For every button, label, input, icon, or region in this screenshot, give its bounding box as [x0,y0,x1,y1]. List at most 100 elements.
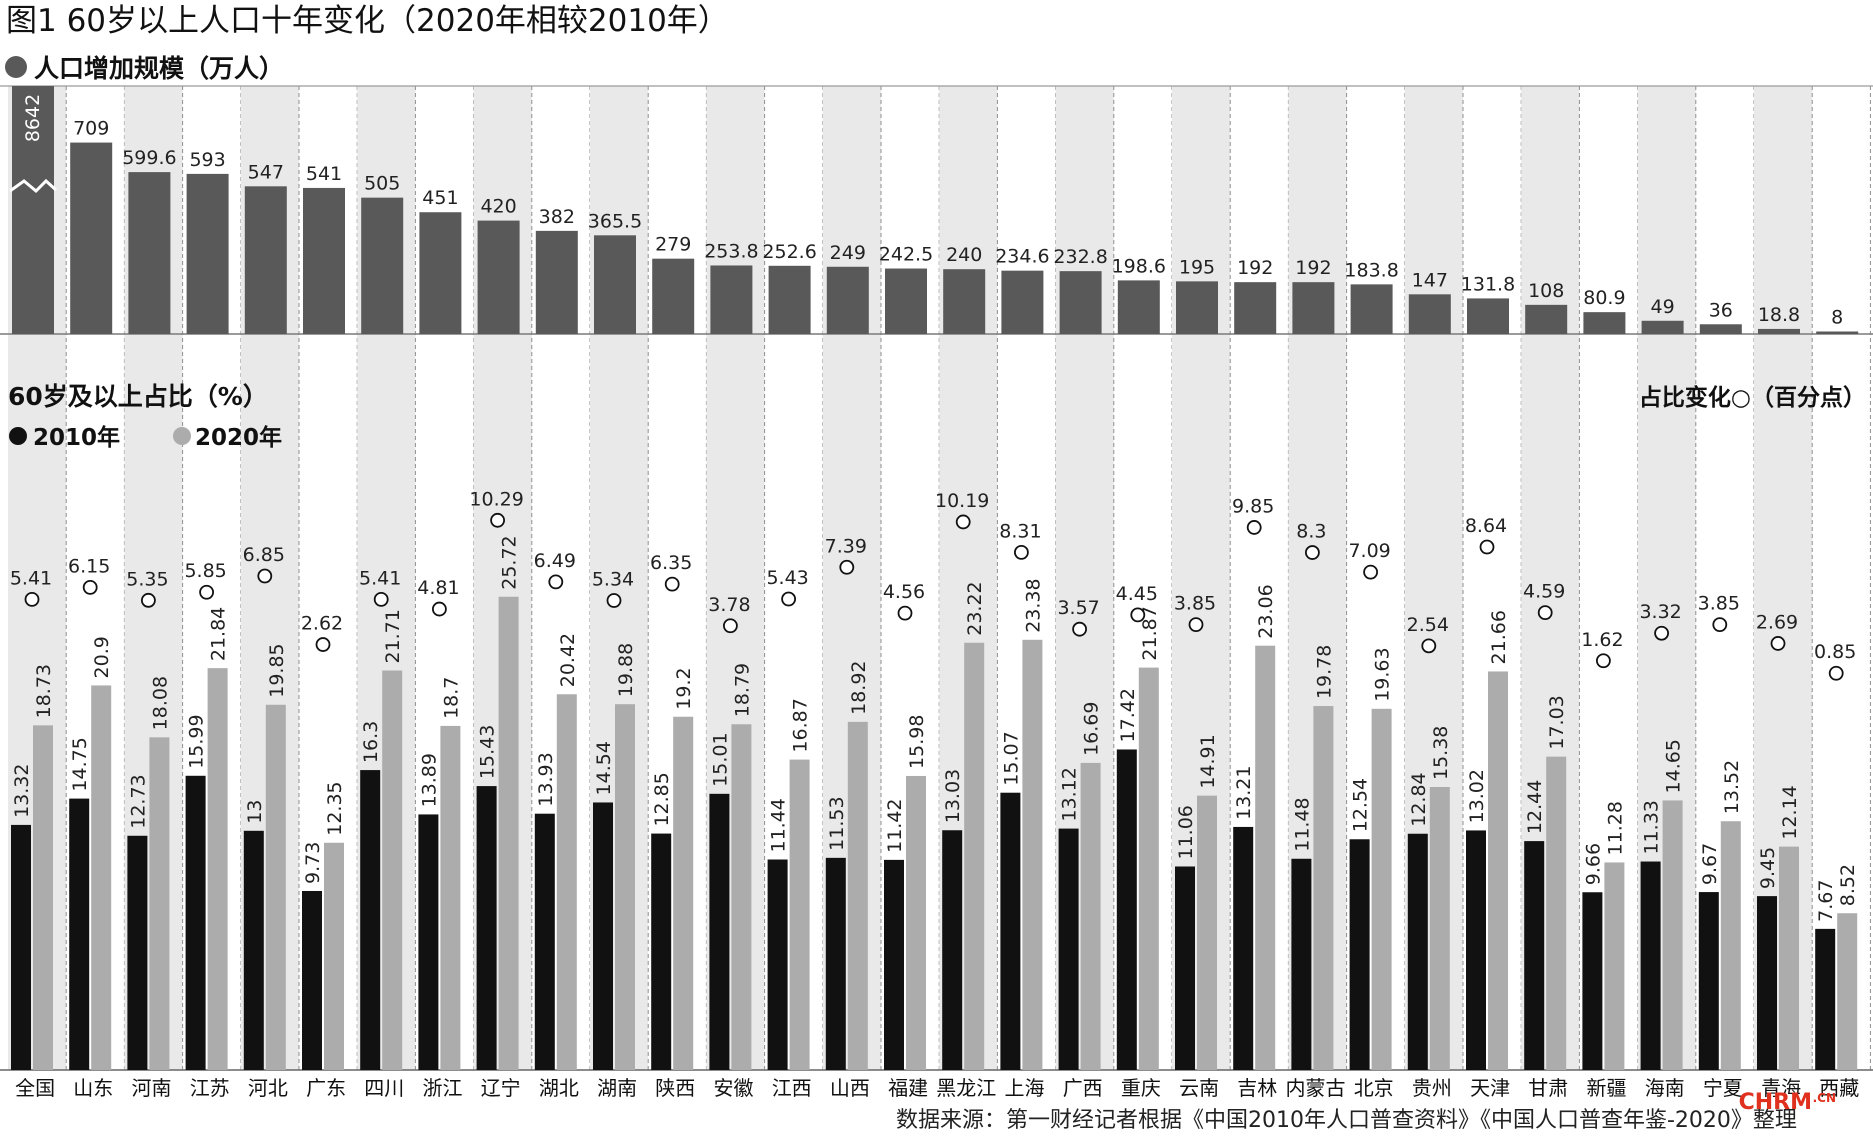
top-bar-label: 451 [422,187,458,209]
change-label: 3.57 [1057,597,1099,619]
change-label: 10.19 [935,490,989,512]
bar-2020 [906,775,926,1070]
bar-2010 [593,802,613,1070]
top-bar [1467,298,1509,334]
bar-2010-label: 15.01 [709,732,731,786]
change-marker [24,591,40,607]
change-marker [1537,605,1553,621]
bar-2020-label: 13.52 [1721,760,1743,814]
chart-title: 图1 60岁以上人口十年变化（2020年相较2010年） [6,3,729,39]
top-bar [1117,280,1160,334]
bar-2020-label: 17.03 [1546,695,1568,749]
bar-2010-label: 13.21 [1233,766,1255,820]
change-marker [1363,564,1378,580]
bar-2020-label: 19.63 [1372,647,1394,701]
bar-2010-label: 14.54 [593,741,615,795]
bar-2010 [127,835,148,1070]
bar-2020-label: 25.72 [499,535,521,589]
bar-2010-label: 11.42 [884,798,906,852]
change-label: 6.15 [68,555,110,577]
bar-2020 [789,759,810,1070]
bar-2010-label: 14.75 [69,737,91,791]
bar-2020-label: 16.69 [1081,701,1103,755]
top-bar [1525,304,1568,334]
top-bar [1001,270,1044,334]
change-label: 3.85 [1174,593,1216,615]
bar-2010 [1407,833,1428,1070]
bar-2010-label: 9.73 [302,842,324,884]
change-label: 5.35 [126,568,168,590]
top-bar-label: 49 [1651,296,1675,318]
category-label: 湖北 [539,1076,579,1100]
bar-2020 [964,642,985,1070]
bar-2010 [69,798,90,1070]
bar-2010 [243,830,264,1070]
top-bar [361,197,404,334]
watermark-text: CHRM [1739,1090,1812,1115]
top-bar-label: 249 [830,242,866,264]
source-note: 数据来源：第一财经记者根据《中国2010年人口普查资料》《中国人口普查年鉴-20… [896,1108,1797,1133]
change-label: 0.85 [1814,641,1856,663]
top-bar-label: 108 [1528,280,1564,302]
change-markers: 5.41 6.15 5.35 5.85 6.85 2.62 5.41 4.81 10.29 6.4… [10,488,1856,681]
bar-2020 [1720,821,1741,1070]
bar-2020 [1080,762,1101,1070]
bar-2020 [91,685,112,1070]
change-marker [257,568,273,584]
bar-2020 [265,704,286,1070]
change-label: 4.45 [1116,583,1158,605]
change-label: 6.49 [534,550,576,572]
legend-2020-label: 2020年 [195,424,282,451]
bar-2010-label: 11.53 [826,796,848,850]
change-label: 4.59 [1523,581,1565,603]
bar-2010-label: 16.3 [360,721,382,763]
top-bar [419,212,462,334]
bar-2020-label: 23.38 [1022,578,1044,632]
bar-2010-label: 15.99 [186,714,208,768]
bar-2020 [556,694,577,1070]
category-label: 江西 [772,1076,812,1100]
bar-2020 [1837,913,1858,1070]
top-bar [12,86,54,334]
category-label: 西藏 [1819,1076,1859,1100]
change-label: 3.32 [1639,601,1681,623]
category-label: 山东 [73,1076,113,1100]
bar-2010 [1058,828,1079,1070]
top-bar [477,220,520,334]
category-label: 江苏 [190,1076,230,1100]
bar-2020 [207,668,228,1070]
bar-2010 [1524,841,1545,1070]
bar-2020-label: 23.06 [1255,584,1277,638]
bar-2020-label: 21.71 [382,609,404,663]
category-label: 吉林 [1237,1076,1277,1100]
bar-2020-label: 14.65 [1663,739,1685,793]
category-label: 甘肃 [1528,1076,1568,1100]
bar-2020 [1138,667,1159,1070]
legend-2010-dot [9,427,27,445]
bar-2020 [1255,645,1276,1070]
top-bar-label: 709 [73,118,109,140]
change-marker [897,605,913,621]
top-bar [1816,331,1859,334]
bar-2010 [1291,858,1312,1070]
bottom-panel-title: 60岁及以上占比（%） [8,382,268,411]
bar-2010 [1175,866,1195,1070]
change-legend-label: 占比变化○（百分点） [1639,384,1866,411]
bar-2010-label: 12.54 [1350,778,1372,832]
bar-2010 [942,830,963,1070]
change-marker [431,601,447,617]
bar-2010-label: 13.32 [11,764,33,818]
top-bar-label: 80.9 [1583,287,1625,309]
bar-2010 [1815,928,1836,1070]
bar-2020 [440,725,461,1070]
category-label: 河北 [248,1076,288,1100]
bar-2020-label: 18.73 [33,664,55,718]
bar-2020-label: 18.7 [440,677,462,719]
change-label: 2.54 [1407,614,1449,636]
change-marker [1479,539,1495,555]
category-label: 宁夏 [1703,1076,1743,1100]
change-marker [781,591,796,607]
top-panel-title: 人口增加规模（万人） [34,54,284,83]
bar-2020 [1779,846,1799,1070]
top-bar-label: 131.8 [1461,273,1515,295]
